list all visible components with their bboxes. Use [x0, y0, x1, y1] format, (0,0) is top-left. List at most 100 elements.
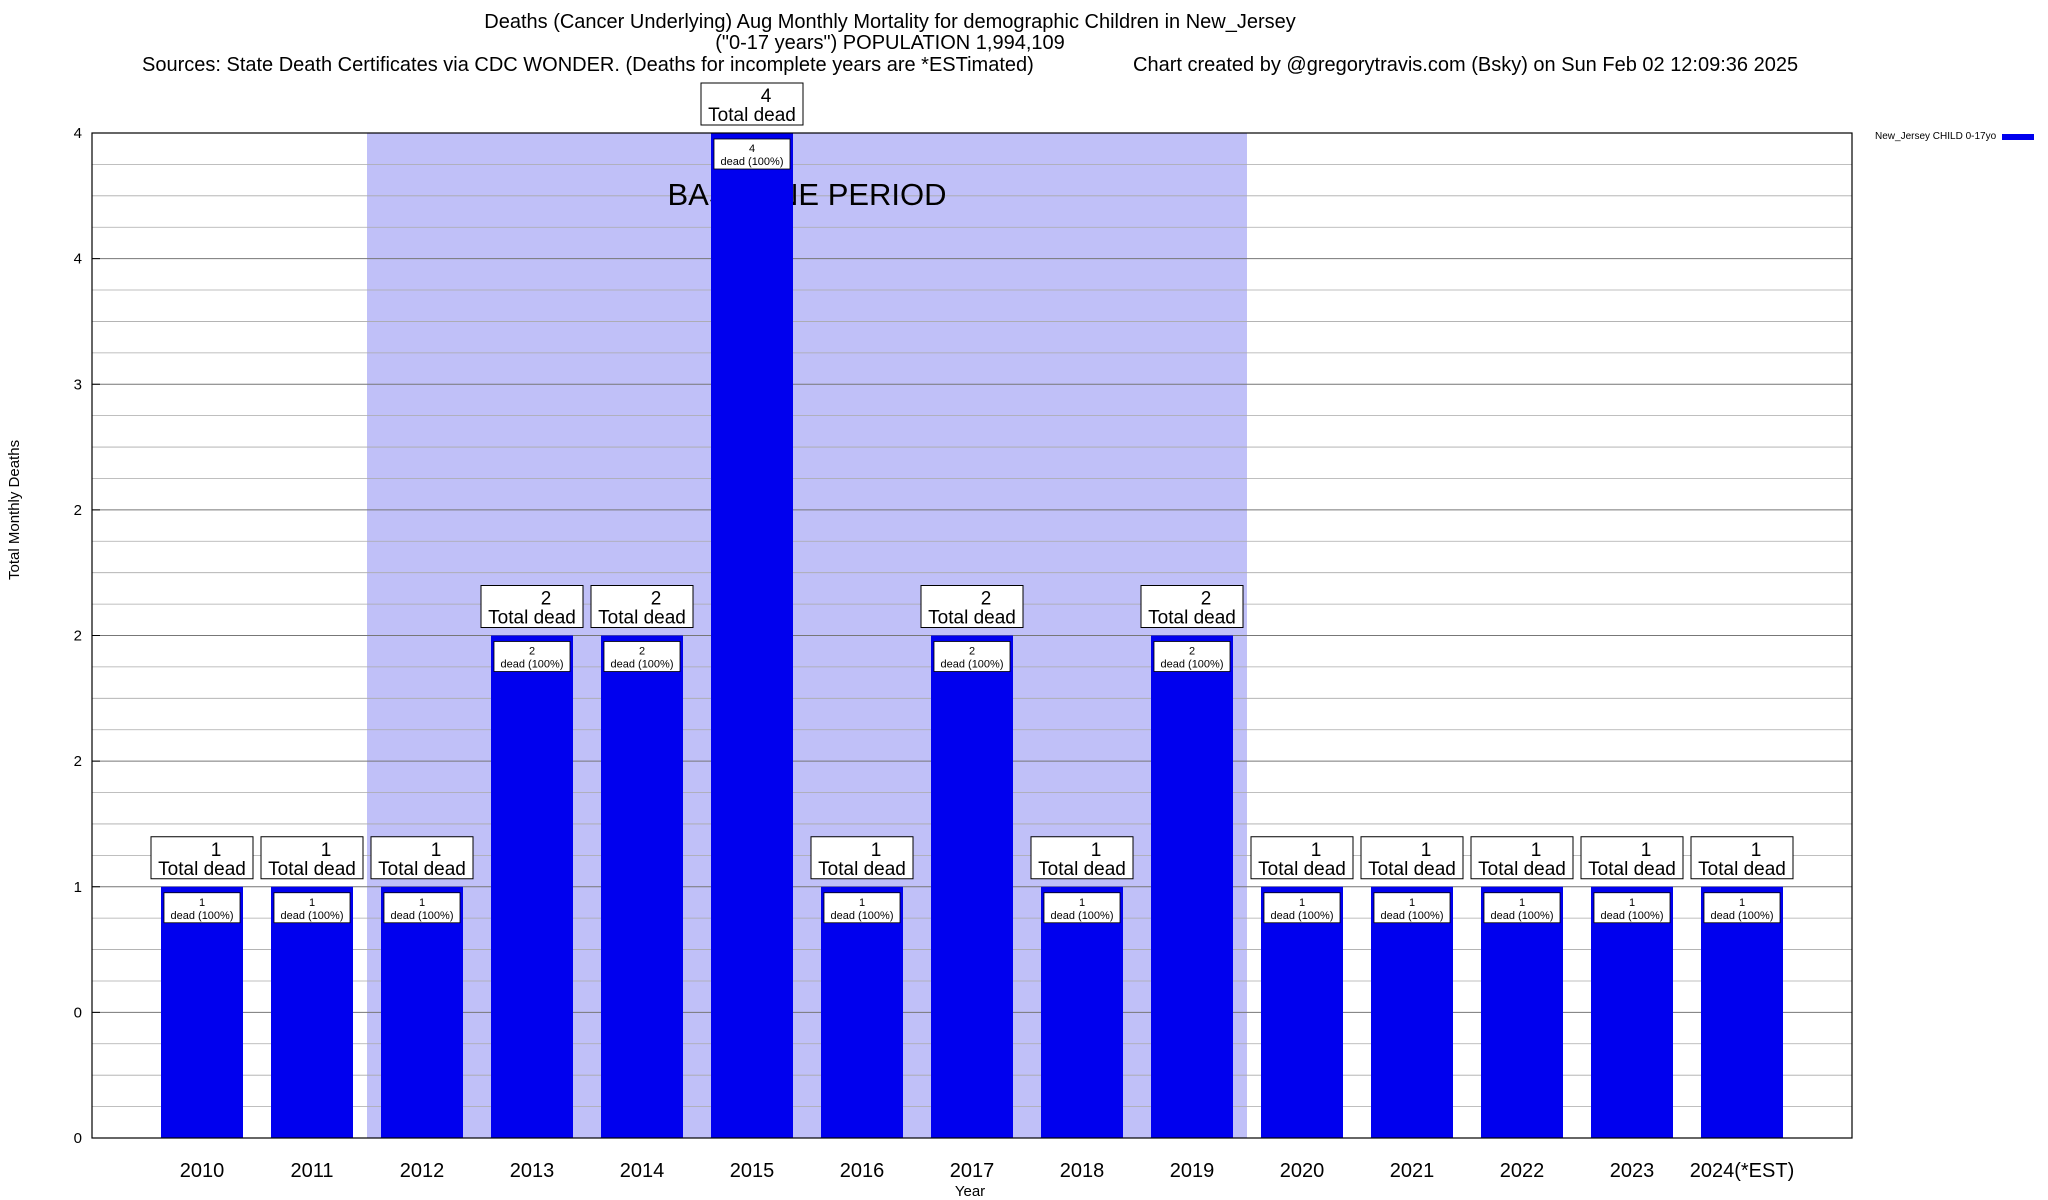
total-label-text: Total dead [598, 608, 686, 629]
total-label-text: Total dead [378, 859, 466, 880]
total-label-box [920, 585, 1024, 628]
bar [1261, 886, 1343, 1138]
inner-label-text: dead (100%) [1051, 910, 1114, 922]
total-label-text: Total dead [818, 859, 906, 880]
inner-label-text: dead (100%) [501, 659, 564, 671]
plot-frame [91, 132, 1853, 1139]
inner-label-box [933, 641, 1011, 672]
inner-label-text: dead (100%) [721, 156, 784, 168]
y-tick-label: 2 [74, 753, 82, 770]
total-label-box [1690, 836, 1794, 880]
chart-title: Deaths (Cancer Underlying) Aug Monthly M… [0, 12, 1780, 54]
x-tick-label: 2016 [840, 1160, 885, 1182]
x-tick-label: 2018 [1060, 1160, 1105, 1182]
legend-label: New_Jersey CHILD 0-17yo [1875, 131, 1997, 142]
y-tick-label: 3 [74, 376, 82, 393]
bar [1041, 886, 1123, 1138]
x-tick-label: 2010 [180, 1160, 225, 1182]
sources-note: Sources: State Death Certificates via CD… [142, 54, 1034, 76]
inner-label-text: dead (100%) [1271, 910, 1334, 922]
inner-label-box [823, 892, 901, 924]
title-line-1: Deaths (Cancer Underlying) Aug Monthly M… [484, 11, 1296, 33]
inner-label-text: dead (100%) [1491, 910, 1554, 922]
inner-label-value: 2 [1189, 646, 1195, 658]
total-label-text: Total dead [1478, 859, 1566, 880]
total-label-text: Total dead [158, 859, 246, 880]
baseline-label: BASELINE PERIOD [667, 177, 946, 212]
x-tick-label: 2012 [400, 1160, 445, 1182]
total-label-text: Total dead [928, 608, 1016, 629]
y-tick-label: 0 [74, 1004, 82, 1021]
total-label-box [1470, 836, 1574, 880]
legend-swatch [2002, 133, 2035, 140]
inner-label-value: 1 [859, 897, 865, 909]
y-tick-label: 2 [74, 502, 82, 519]
x-tick-label: 2024(*EST) [1690, 1160, 1795, 1182]
inner-label-text: dead (100%) [941, 659, 1004, 671]
total-label-box [1250, 836, 1354, 880]
inner-label-text: dead (100%) [281, 910, 344, 922]
inner-label-box [1703, 892, 1781, 924]
total-label-text: Total dead [268, 859, 356, 880]
inner-label-box [1483, 892, 1561, 924]
bar [821, 886, 903, 1138]
x-tick-label: 2021 [1390, 1160, 1435, 1182]
total-label-value: 2 [651, 589, 662, 610]
bar [161, 886, 243, 1138]
x-tick-label: 2015 [730, 1160, 775, 1182]
inner-label-text: dead (100%) [1601, 910, 1664, 922]
inner-label-text: dead (100%) [831, 910, 894, 922]
bar [271, 886, 353, 1138]
total-label-value: 1 [871, 840, 882, 861]
inner-label-value: 2 [529, 646, 535, 658]
inner-label-value: 4 [749, 143, 755, 155]
bar [1591, 886, 1673, 1138]
total-label-box [480, 585, 584, 628]
inner-label-value: 1 [1519, 897, 1525, 909]
inner-label-value: 1 [419, 897, 425, 909]
y-tick-label: 1 [74, 879, 82, 896]
inner-label-box [603, 641, 681, 672]
bar [1701, 886, 1783, 1138]
inner-label-value: 1 [1739, 897, 1745, 909]
title-line-2: ("0-17 years") POPULATION 1,994,109 [715, 32, 1065, 54]
y-tick-label: 4 [74, 125, 82, 142]
total-label-value: 1 [1421, 840, 1432, 861]
credit-note: Chart created by @gregorytravis.com (Bsk… [1133, 54, 1799, 76]
y-tick-label: 0 [74, 1130, 82, 1147]
total-label-text: Total dead [1368, 859, 1456, 880]
x-tick-label: 2013 [510, 1160, 555, 1182]
total-label-box [810, 836, 914, 880]
y-tick-label: 2 [74, 628, 82, 645]
x-tick-label: 2011 [290, 1160, 333, 1182]
inner-label-value: 1 [1299, 897, 1305, 909]
inner-label-value: 1 [199, 897, 205, 909]
inner-label-value: 2 [639, 646, 645, 658]
total-label-box [1140, 585, 1244, 628]
inner-label-value: 1 [1409, 897, 1415, 909]
total-label-value: 1 [1091, 840, 1102, 861]
inner-label-box [163, 892, 241, 924]
total-label-value: 2 [1201, 589, 1212, 610]
inner-label-box [493, 641, 571, 672]
bar [1371, 886, 1453, 1138]
total-label-box [260, 836, 364, 880]
x-tick-label: 2023 [1610, 1160, 1655, 1182]
legend: New_Jersey CHILD 0-17yo [1875, 131, 2035, 142]
total-label-text: Total dead [1038, 859, 1126, 880]
total-label-value: 1 [321, 840, 332, 861]
total-label-text: Total dead [1258, 859, 1346, 880]
x-tick-label: 2022 [1500, 1160, 1545, 1182]
total-label-box [700, 82, 804, 126]
total-label-value: 2 [541, 589, 552, 610]
inner-label-text: dead (100%) [1381, 910, 1444, 922]
x-tick-label: 2017 [950, 1160, 995, 1182]
total-label-value: 1 [431, 840, 442, 861]
total-label-value: 2 [981, 589, 992, 610]
total-label-text: Total dead [1588, 859, 1676, 880]
total-label-text: Total dead [1698, 859, 1786, 880]
inner-label-box [1043, 892, 1121, 924]
inner-label-text: dead (100%) [1711, 910, 1774, 922]
x-tick-label: 2019 [1170, 1160, 1215, 1182]
